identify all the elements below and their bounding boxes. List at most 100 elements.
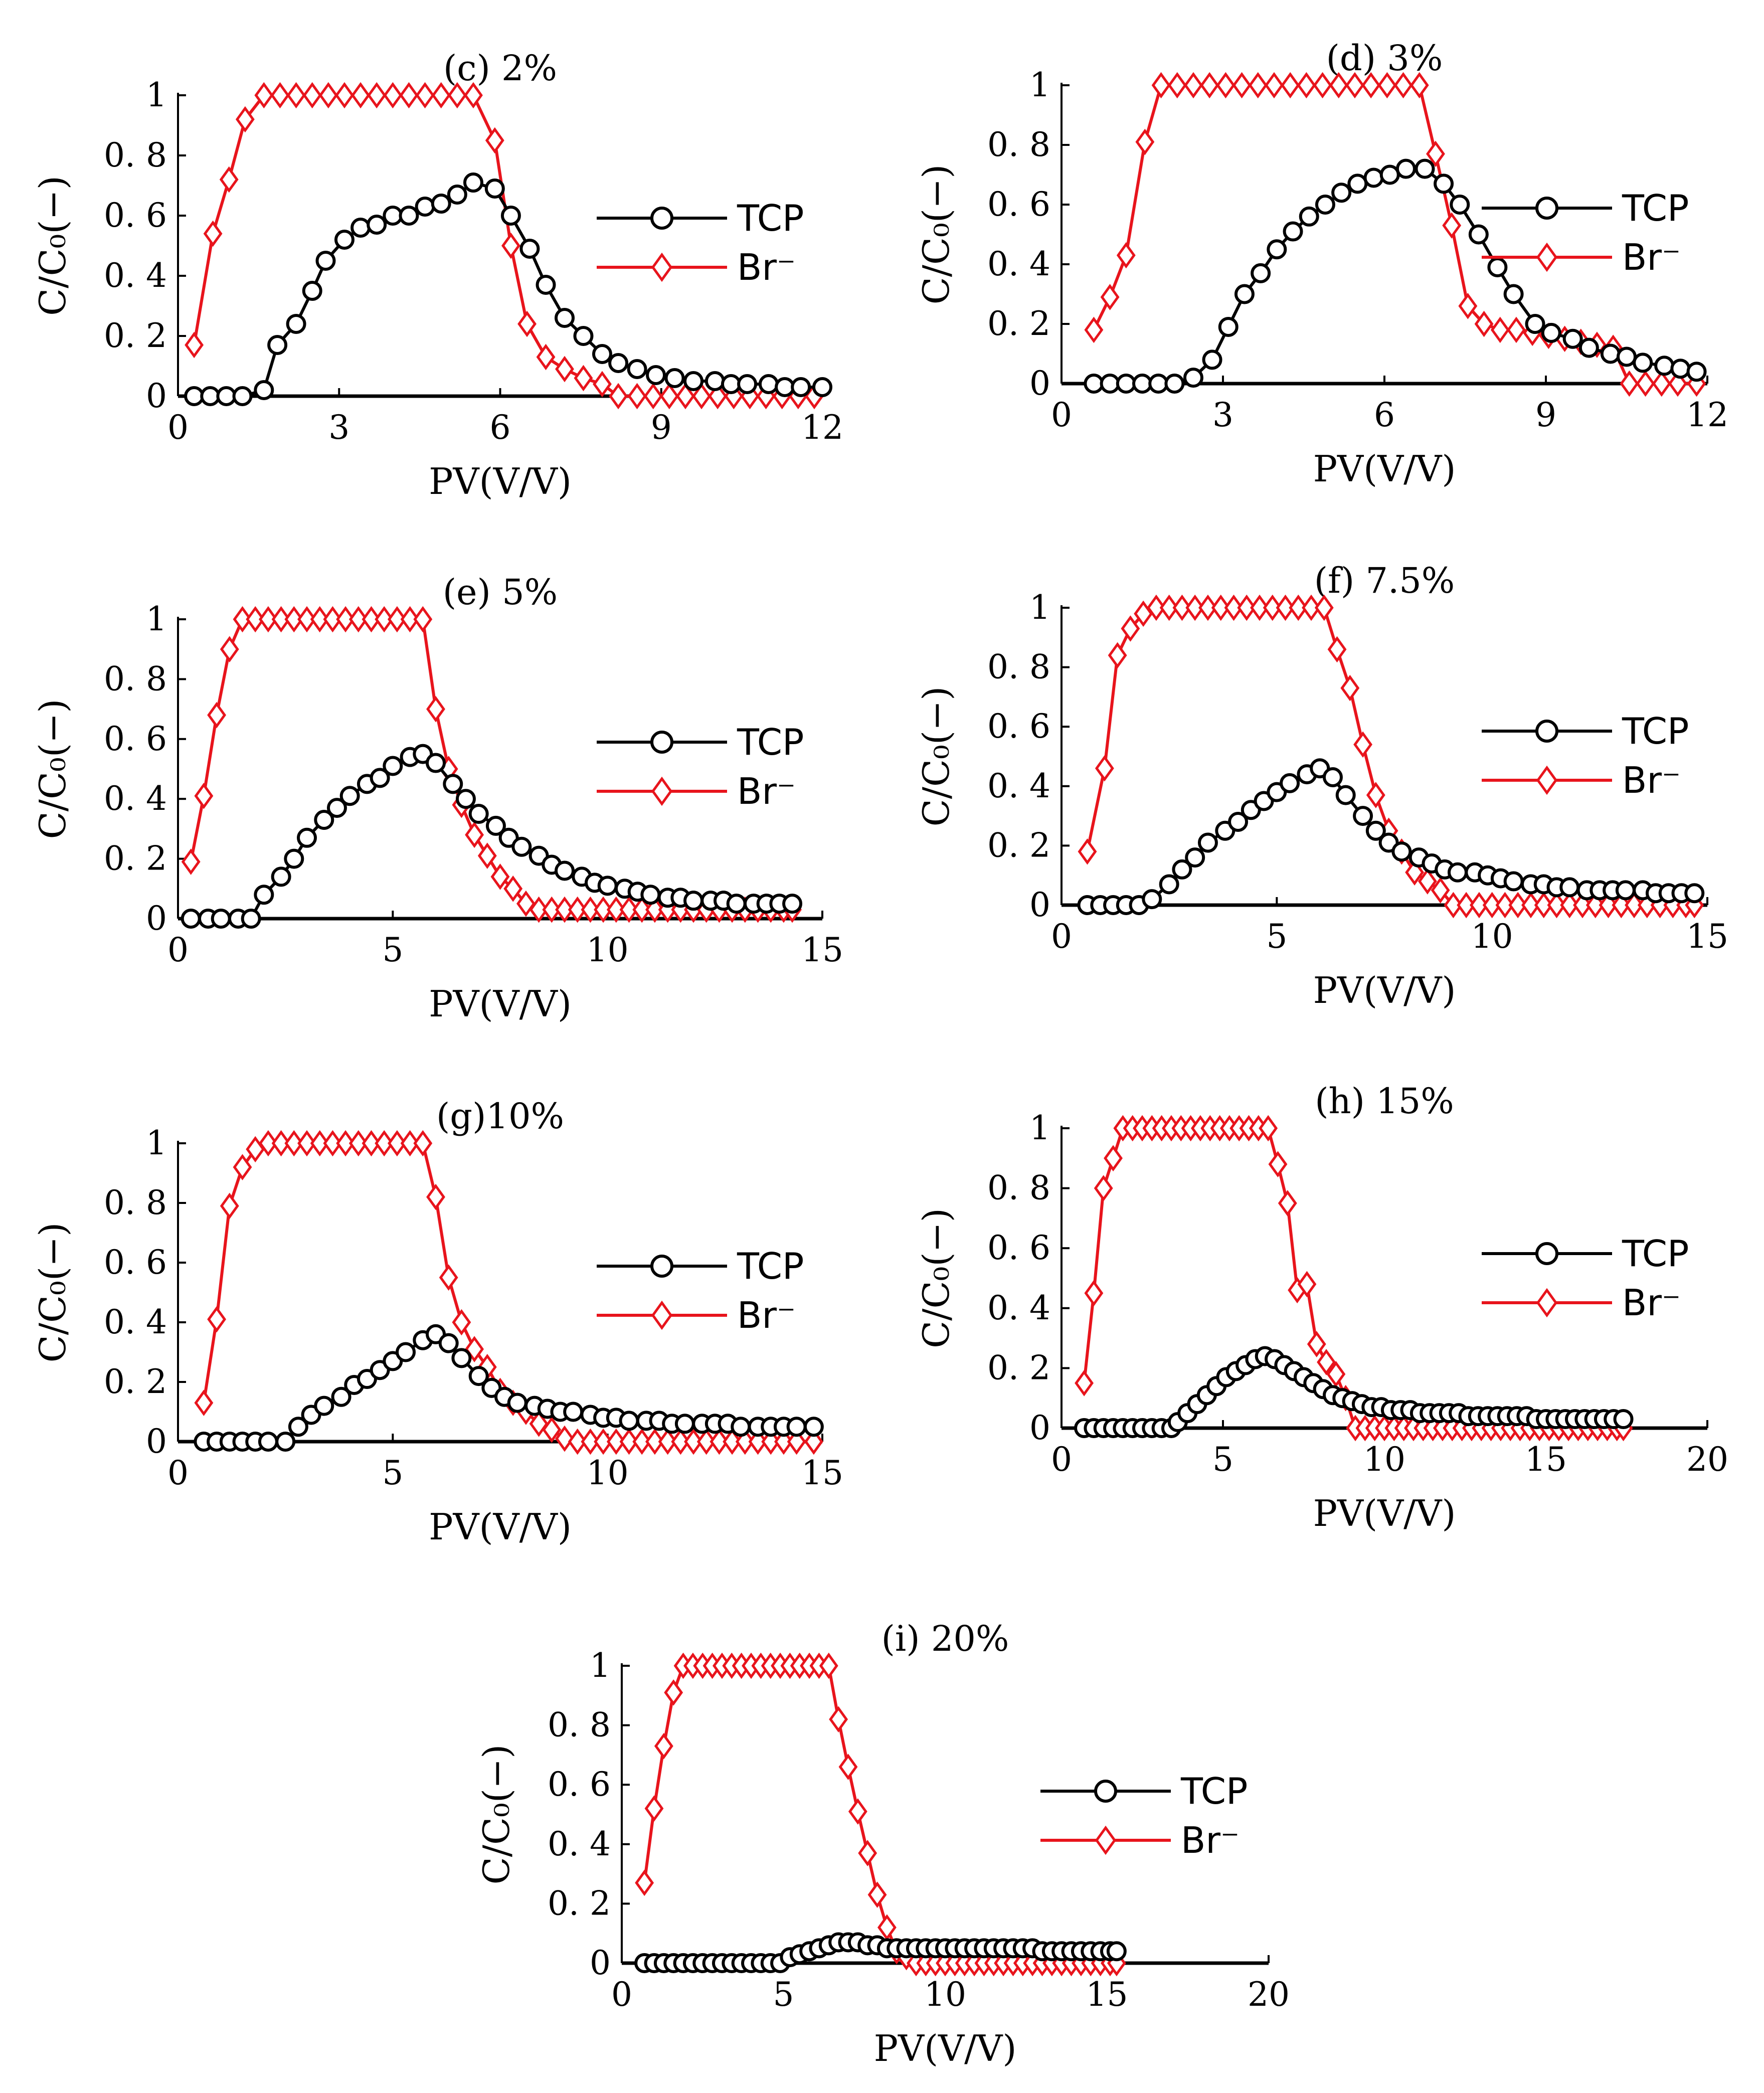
data-point	[1232, 72, 1252, 99]
data-point	[654, 1732, 673, 1760]
series-tcp	[194, 1324, 824, 1452]
data-point	[1405, 859, 1425, 886]
data-point	[375, 606, 394, 633]
legend-label: Br⁻	[737, 770, 796, 812]
legend-marker	[1536, 765, 1558, 795]
x-axis-label: PV(V/V)	[429, 983, 572, 1025]
data-point	[1211, 594, 1230, 621]
data-point	[1426, 140, 1445, 167]
data-point	[1100, 374, 1120, 394]
data-point	[1353, 731, 1372, 758]
series-tcp	[1084, 158, 1707, 394]
data-point	[593, 371, 612, 398]
data-point	[684, 1428, 703, 1455]
data-point	[568, 1428, 587, 1455]
y-tick-label: 1	[590, 1646, 611, 1685]
data-point	[1146, 594, 1166, 621]
legend: TCP Br⁻	[1482, 1233, 1689, 1324]
y-tick-label: 0. 6	[104, 720, 167, 758]
data-point	[350, 218, 371, 238]
data-point	[1278, 1190, 1297, 1216]
data-point	[258, 1432, 278, 1452]
legend: TCP Br⁻	[597, 1245, 804, 1336]
legend-marker	[1094, 1780, 1117, 1803]
data-point	[1458, 293, 1478, 319]
legend-label: TCP	[1622, 1233, 1689, 1275]
y-axis-label: C/C₀(−)	[915, 686, 957, 827]
data-point	[194, 782, 214, 809]
series-line	[643, 1664, 1117, 1965]
data-point	[555, 1425, 574, 1452]
legend-marker	[1535, 720, 1558, 743]
data-point	[683, 371, 703, 391]
data-point	[748, 1428, 768, 1455]
data-point	[791, 377, 811, 397]
data-point	[1202, 350, 1222, 370]
series-line	[191, 752, 793, 920]
legend-label: TCP	[1622, 187, 1689, 229]
data-point	[258, 606, 278, 633]
data-point	[646, 365, 666, 385]
data-point	[439, 1264, 458, 1291]
data-point	[465, 821, 484, 848]
legend-label: TCP	[737, 1245, 804, 1287]
data-point	[211, 909, 231, 929]
data-point	[452, 1309, 471, 1336]
data-point	[1450, 195, 1470, 215]
data-point	[184, 386, 205, 406]
data-point	[1521, 892, 1540, 919]
data-point	[323, 606, 342, 633]
data-point	[659, 383, 679, 410]
legend-marker	[1535, 197, 1558, 220]
data-point	[581, 1428, 600, 1455]
data-point	[254, 380, 274, 400]
data-point	[683, 891, 703, 911]
data-point	[443, 774, 463, 794]
data-point	[696, 1428, 716, 1455]
y-tick-label: 0. 4	[104, 779, 167, 818]
data-point	[503, 876, 523, 902]
y-tick-label: 0. 8	[987, 125, 1050, 164]
data-point	[426, 753, 446, 773]
y-axis-label: C/C₀(−)	[915, 164, 957, 305]
y-tick-label: 0. 2	[548, 1884, 611, 1923]
data-point	[326, 798, 347, 818]
data-point	[721, 374, 741, 394]
data-point	[664, 1679, 683, 1706]
data-point	[1167, 72, 1187, 99]
x-tick-label: 0	[1051, 396, 1072, 434]
data-point	[490, 863, 510, 890]
panel-f: 0 5 10 15 0 0. 2 0. 4 0. 6 0. 8 1 (f) 7.5% PV(V/V) C…	[915, 560, 1728, 1011]
legend-label: Br⁻	[1622, 236, 1681, 278]
data-point	[468, 1366, 489, 1386]
data-point	[803, 1417, 824, 1437]
data-point	[1670, 359, 1691, 379]
data-point	[314, 809, 334, 830]
data-point	[399, 82, 419, 109]
data-point	[1283, 221, 1303, 242]
data-point	[447, 82, 467, 109]
data-point	[1431, 877, 1450, 904]
legend-marker	[1535, 1242, 1558, 1265]
chart-title: (i) 20%	[881, 1618, 1009, 1659]
data-point	[645, 896, 664, 923]
data-point	[1326, 1361, 1346, 1387]
y-tick-label: 0. 6	[104, 196, 167, 235]
data-point	[594, 1428, 613, 1455]
x-axis-label: PV(V/V)	[1313, 448, 1456, 490]
data-point	[1297, 1271, 1317, 1298]
y-tick-label: 0. 4	[104, 1303, 167, 1341]
x-tick-label: 15	[801, 1454, 843, 1492]
y-tick-label: 0. 4	[104, 256, 167, 295]
data-point	[619, 1411, 639, 1431]
data-point	[1617, 346, 1637, 367]
data-point	[1084, 1280, 1104, 1307]
data-point	[477, 842, 497, 869]
data-point	[400, 606, 420, 633]
data-point	[519, 239, 540, 259]
chart-title: (f) 7.5%	[1314, 560, 1455, 601]
data-point	[348, 606, 368, 633]
data-point	[761, 1428, 781, 1455]
data-point	[858, 1840, 877, 1866]
data-point	[555, 356, 574, 383]
